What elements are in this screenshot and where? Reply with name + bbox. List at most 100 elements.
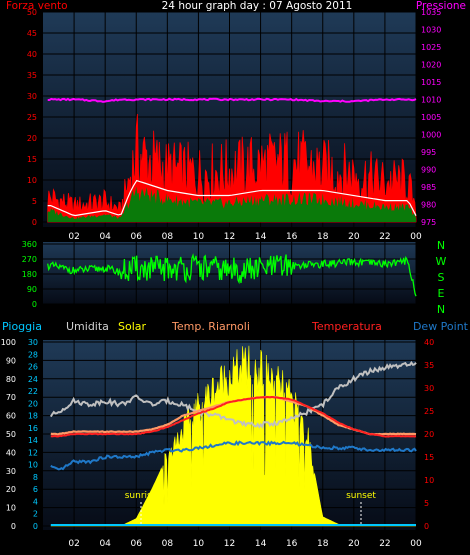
rain-tick-label: 24: [28, 375, 38, 384]
pressure-tick-label: 1020: [421, 61, 441, 70]
wind-tick-label: 20: [27, 134, 37, 143]
x-tick-label-top: 02: [68, 232, 79, 242]
direction-label-n1: N: [437, 239, 445, 252]
pressure-tick-label: 1010: [421, 96, 441, 105]
humidity-tick-label: 70: [6, 393, 16, 402]
humidity-tick-label: 50: [6, 430, 16, 439]
humidity-tick-label: 90: [6, 356, 16, 365]
temperature-tick-label: 30: [424, 384, 434, 393]
sunrise-label: sunrise: [125, 491, 158, 501]
direction-tick-label: 360: [22, 240, 37, 249]
grid-layer: [43, 11, 417, 530]
temperature-tick-label: 10: [424, 476, 434, 485]
rain-tick-label: 12: [28, 448, 38, 457]
rain-tick-label: 14: [28, 436, 38, 445]
legend-temperature: Temperatura: [311, 320, 382, 333]
pressure-tick-label: 990: [421, 166, 436, 175]
temperature-tick-label: 40: [424, 338, 434, 347]
humidity-tick-label: 100: [1, 338, 16, 347]
humidity-tick-label: 10: [6, 504, 16, 513]
direction-label-n2: N: [437, 303, 445, 316]
x-tick-label-top: 12: [224, 232, 235, 242]
pressure-tick-label: 995: [421, 148, 436, 157]
rain-tick-label: 22: [28, 387, 38, 396]
x-tick-label-bottom: 22: [379, 539, 390, 549]
pressure-line: [47, 97, 417, 103]
temperature-tick-label: 15: [424, 453, 434, 462]
rain-tick-label: 16: [28, 424, 38, 433]
rain-tick-label: 4: [33, 497, 38, 506]
legend-heat: Temp. Riarnoli: [171, 320, 250, 333]
x-tick-label-bottom: 06: [131, 539, 143, 549]
direction-label-e: E: [438, 287, 445, 300]
x-tick-label-bottom: 04: [99, 539, 111, 549]
rain-tick-label: 30: [28, 338, 38, 347]
x-tick-label-top: 16: [286, 232, 298, 242]
wind-tick-label: 25: [27, 113, 37, 122]
x-tick-label-bottom: 20: [348, 539, 360, 549]
rain-tick-label: 28: [28, 350, 38, 359]
dew-point-line: [50, 440, 417, 471]
direction-tick-label: 270: [22, 255, 37, 264]
x-tick-label-top: 14: [255, 232, 267, 242]
wind-tick-label: 40: [27, 50, 37, 59]
x-tick-label-bottom: 12: [224, 539, 235, 549]
pressure-tick-label: 1035: [421, 8, 441, 17]
wind-speed-series: [47, 186, 416, 222]
x-tick-label-top: 00: [410, 232, 422, 242]
temperature-tick-label: 5: [424, 499, 429, 508]
rain-tick-label: 0: [33, 522, 38, 531]
humidity-tick-label: 80: [6, 375, 16, 384]
temperature-tick-label: 25: [424, 407, 434, 416]
direction-tick-label: 90: [27, 285, 37, 294]
wind-tick-label: 5: [32, 197, 37, 206]
x-tick-label-top: 22: [379, 232, 390, 242]
rain-tick-label: 10: [28, 461, 38, 470]
pressure-tick-label: 985: [421, 183, 436, 192]
legend-humidity: Umidita: [66, 320, 109, 333]
pressure-tick-label: 1015: [421, 78, 441, 87]
wind-tick-label: 0: [32, 218, 37, 227]
tick-labels: 0202040406060808101012121414161618182020…: [1, 8, 442, 549]
humidity-tick-label: 40: [6, 448, 16, 457]
temperature-line: [50, 395, 417, 438]
x-tick-label-top: 08: [162, 232, 174, 242]
x-tick-label-top: 20: [348, 232, 360, 242]
x-tick-label-bottom: 18: [317, 539, 329, 549]
x-tick-label-bottom: 02: [68, 539, 79, 549]
pressure-axis-label: Pressione: [416, 0, 466, 12]
rain-tick-label: 26: [28, 363, 38, 372]
direction-tick-label: 0: [32, 300, 37, 309]
pressure-tick-label: 1000: [421, 131, 441, 140]
x-tick-label-bottom: 08: [162, 539, 174, 549]
x-tick-label-top: 06: [131, 232, 143, 242]
legend-rain: Pioggia: [2, 320, 42, 333]
humidity-tick-label: 0: [11, 522, 16, 531]
series-layer: [47, 97, 417, 526]
wind-tick-label: 15: [27, 155, 37, 164]
direction-tick-label: 180: [22, 270, 37, 279]
rain-tick-label: 18: [28, 412, 38, 421]
wind-average-line: [47, 179, 417, 217]
legend-solar: Solar: [118, 320, 147, 333]
wind-tick-label: 10: [27, 176, 37, 185]
temperature-tick-label: 35: [424, 361, 434, 370]
humidity-tick-label: 30: [6, 467, 16, 476]
pressure-tick-label: 1025: [421, 43, 441, 52]
wind-tick-label: 45: [27, 29, 37, 38]
wind-gust-series: [47, 113, 417, 223]
humidity-tick-label: 20: [6, 485, 16, 494]
x-tick-label-bottom: 10: [193, 539, 205, 549]
chart-title: 24 hour graph day : 07 Agosto 2011: [162, 0, 353, 12]
wind-tick-label: 50: [27, 8, 37, 17]
pressure-tick-label: 980: [421, 201, 436, 210]
direction-label-s: S: [438, 271, 445, 284]
pressure-tick-label: 1030: [421, 26, 441, 35]
rain-tick-label: 8: [33, 473, 38, 482]
x-tick-label-top: 04: [99, 232, 111, 242]
wind-axis-label: Forza vento: [6, 0, 68, 12]
pressure-tick-label: 975: [421, 218, 436, 227]
pressure-tick-label: 1005: [421, 113, 441, 122]
